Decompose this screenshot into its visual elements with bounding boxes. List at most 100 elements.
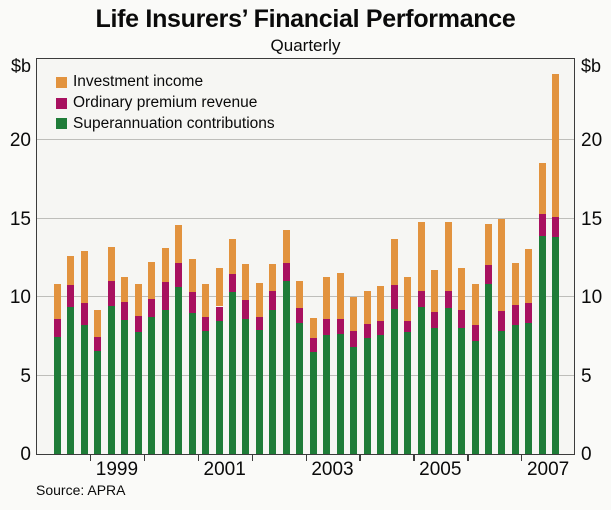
segment-2006Q2-investment <box>484 224 492 265</box>
segment-2001Q3-ordinary <box>228 273 236 292</box>
segment-2002Q1-ordinary <box>255 316 263 330</box>
x-tick-2005 <box>413 455 415 461</box>
legend-swatch-icon <box>56 118 67 130</box>
segment-2007Q1-superannuation <box>525 322 533 454</box>
segment-1999Q2-investment <box>107 246 115 282</box>
legend-item-0: Investment income <box>56 72 275 93</box>
segment-1999Q1-investment <box>94 310 102 338</box>
segment-2000Q2-ordinary <box>161 282 169 310</box>
segment-1998Q2-superannuation <box>53 337 61 454</box>
segment-2006Q2-superannuation <box>484 283 492 454</box>
segment-2004Q1-ordinary <box>363 323 371 338</box>
segment-2004Q4-investment <box>404 277 412 321</box>
segment-2005Q1-superannuation <box>417 307 425 454</box>
segment-1998Q4-superannuation <box>80 325 88 454</box>
segment-1998Q3-superannuation <box>67 307 75 454</box>
segment-2002Q3-investment <box>282 229 290 264</box>
segment-2004Q2-investment <box>377 286 385 321</box>
segment-1998Q2-ordinary <box>53 319 61 338</box>
segment-2001Q3-superannuation <box>228 291 236 454</box>
segment-2001Q1-superannuation <box>202 330 209 454</box>
segment-2002Q1-investment <box>255 282 263 317</box>
segment-2007Q3-investment <box>552 74 560 217</box>
segment-2005Q3-investment <box>444 222 452 291</box>
segment-1998Q3-investment <box>67 255 75 285</box>
segment-2002Q4-ordinary <box>296 308 304 323</box>
segment-2006Q1-superannuation <box>471 341 479 454</box>
segment-2001Q2-investment <box>215 267 223 307</box>
segment-2006Q3-superannuation <box>498 330 506 454</box>
segment-1999Q3-investment <box>121 276 129 302</box>
segment-2003Q2-ordinary <box>323 319 331 335</box>
segment-2004Q2-ordinary <box>377 320 385 335</box>
segment-2001Q2-superannuation <box>215 321 223 454</box>
segment-2001Q4-ordinary <box>242 300 250 319</box>
segment-2005Q2-investment <box>431 269 438 312</box>
segment-1999Q1-superannuation <box>94 351 102 454</box>
segment-1999Q4-ordinary <box>134 315 142 332</box>
segment-2006Q4-investment <box>511 262 519 305</box>
segment-2000Q4-superannuation <box>188 312 196 454</box>
x-year-label-2005: 2005 <box>419 459 462 480</box>
y-label-right-10: 10 <box>581 287 603 308</box>
y-label-left-0: 0 <box>20 444 31 465</box>
segment-2002Q2-investment <box>269 264 277 291</box>
segment-2001Q2-ordinary <box>215 306 223 322</box>
segment-2007Q2-ordinary <box>538 213 546 236</box>
segment-1999Q4-investment <box>134 283 142 316</box>
segment-2000Q3-investment <box>175 224 183 264</box>
y-label-left-20: 20 <box>9 130 31 152</box>
x-tick-2001 <box>197 455 200 461</box>
x-year-label-1999: 1999 <box>95 459 139 480</box>
x-tick-2007 <box>521 455 523 461</box>
y-label-left-5: 5 <box>20 365 31 387</box>
segment-2002Q3-ordinary <box>282 263 290 281</box>
segment-2003Q1-ordinary <box>309 337 317 352</box>
x-tick-2000 <box>143 455 146 461</box>
segment-2000Q4-ordinary <box>188 292 196 313</box>
segment-2000Q2-investment <box>161 247 169 283</box>
y-label-right-20: 20 <box>581 130 603 152</box>
plot-area: Investment income Ordinary premium revenu… <box>36 58 575 455</box>
segment-2001Q4-investment <box>242 264 250 301</box>
segment-2005Q2-superannuation <box>431 327 438 454</box>
y-label-left-10: 10 <box>9 287 31 308</box>
segment-2007Q2-investment <box>538 162 546 214</box>
segment-2000Q2-superannuation <box>161 309 169 454</box>
segment-2003Q1-superannuation <box>309 352 317 454</box>
segment-2003Q1-investment <box>309 318 317 338</box>
x-tick-1999 <box>90 455 92 461</box>
segment-2000Q1-ordinary <box>148 298 156 318</box>
y-label-right-15: 15 <box>581 208 603 230</box>
segment-1999Q3-ordinary <box>121 301 129 320</box>
chart-subtitle: Quarterly <box>270 36 341 55</box>
segment-2003Q3-investment <box>336 272 344 319</box>
x-tick-2006 <box>467 455 469 461</box>
segment-2001Q3-investment <box>228 239 236 274</box>
segment-2005Q4-investment <box>458 268 465 311</box>
source-note: Source: APRA <box>36 482 126 498</box>
segment-2007Q1-investment <box>525 249 533 304</box>
segment-2002Q4-superannuation <box>296 322 304 454</box>
segment-2000Q4-investment <box>188 258 196 293</box>
segment-2003Q4-superannuation <box>350 346 358 454</box>
segment-1998Q4-investment <box>80 250 88 303</box>
segment-2005Q4-superannuation <box>458 327 465 454</box>
segment-2004Q4-superannuation <box>404 331 412 454</box>
segment-1999Q2-superannuation <box>107 305 115 454</box>
segment-1999Q3-superannuation <box>121 319 129 454</box>
segment-2002Q2-superannuation <box>269 309 277 454</box>
legend-label: Ordinary premium revenue <box>73 94 258 112</box>
segment-2004Q3-investment <box>390 239 398 285</box>
legend-item-1: Ordinary premium revenue <box>56 93 275 114</box>
segment-2001Q1-ordinary <box>202 316 209 331</box>
segment-2004Q3-ordinary <box>390 284 398 309</box>
segment-2003Q4-investment <box>350 297 358 331</box>
segment-2002Q3-superannuation <box>282 280 290 454</box>
segment-2003Q2-superannuation <box>323 334 331 454</box>
segment-2006Q2-ordinary <box>484 264 492 284</box>
segment-2005Q3-ordinary <box>444 290 452 308</box>
segment-2006Q1-investment <box>471 283 479 325</box>
x-tick-2004 <box>359 455 361 461</box>
gridline-20 <box>37 139 574 141</box>
